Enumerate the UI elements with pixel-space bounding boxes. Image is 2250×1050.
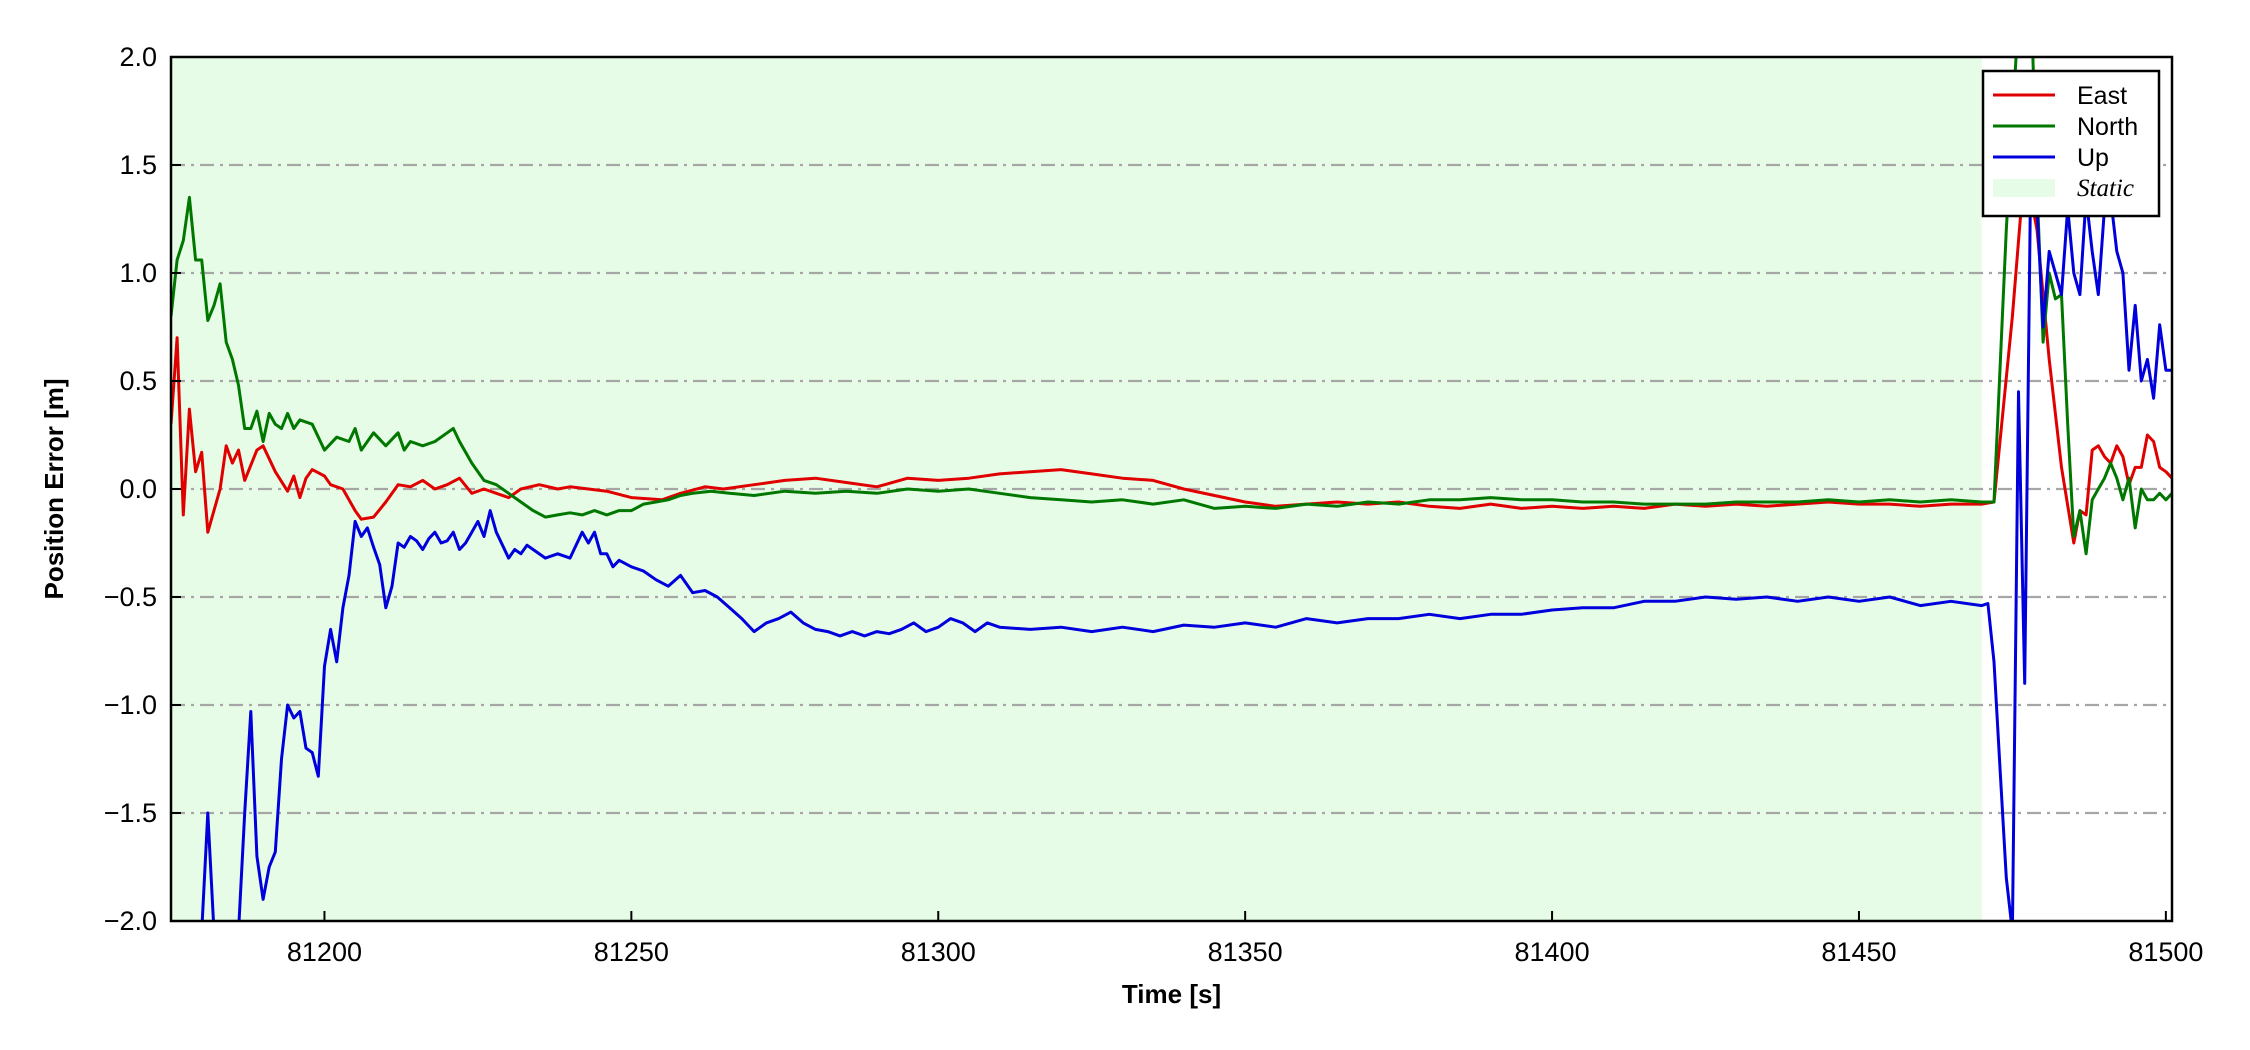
x-tick-label: 81300 bbox=[901, 937, 976, 967]
y-tick-label: 0.0 bbox=[119, 474, 157, 504]
x-axis-title: Time [s] bbox=[1122, 979, 1221, 1009]
series-line-up bbox=[200, 163, 2172, 921]
legend-label-up: Up bbox=[2077, 144, 2109, 172]
legend-label-north: North bbox=[2077, 113, 2138, 141]
y-tick-label: 1.0 bbox=[119, 258, 157, 288]
y-tick-label: −2.0 bbox=[104, 906, 157, 936]
series-line-east bbox=[171, 163, 2172, 545]
legend-items: East North Up Static bbox=[1993, 82, 2138, 202]
y-axis-title: Position Error [m] bbox=[39, 378, 69, 599]
x-tick-label: 81400 bbox=[1515, 937, 1590, 967]
x-tick-label: 81350 bbox=[1208, 937, 1283, 967]
x-tick-label: 81500 bbox=[2128, 937, 2203, 967]
legend-label-static: Static bbox=[2077, 175, 2134, 202]
series-line-north bbox=[171, 57, 2172, 556]
x-tick-label: 81200 bbox=[287, 937, 362, 967]
y-tick-label: 0.5 bbox=[119, 366, 157, 396]
y-tick-label: −1.0 bbox=[104, 690, 157, 720]
y-tick-label: 2.0 bbox=[119, 42, 157, 72]
series-lines-layer bbox=[171, 57, 2172, 921]
y-tick-label: 1.5 bbox=[119, 150, 157, 180]
x-tick-label: 81450 bbox=[1821, 937, 1896, 967]
legend: East North Up Static bbox=[1981, 69, 2161, 218]
legend-swatch-static bbox=[1993, 179, 2055, 197]
ticks-layer: 81200 81250 81300 81350 81400 81450 81500 −2.0 −… bbox=[104, 42, 2204, 967]
legend-label-east: East bbox=[2077, 82, 2127, 110]
y-tick-label: −0.5 bbox=[104, 582, 157, 612]
y-tick-label: −1.5 bbox=[104, 798, 157, 828]
x-tick-label: 81250 bbox=[594, 937, 669, 967]
